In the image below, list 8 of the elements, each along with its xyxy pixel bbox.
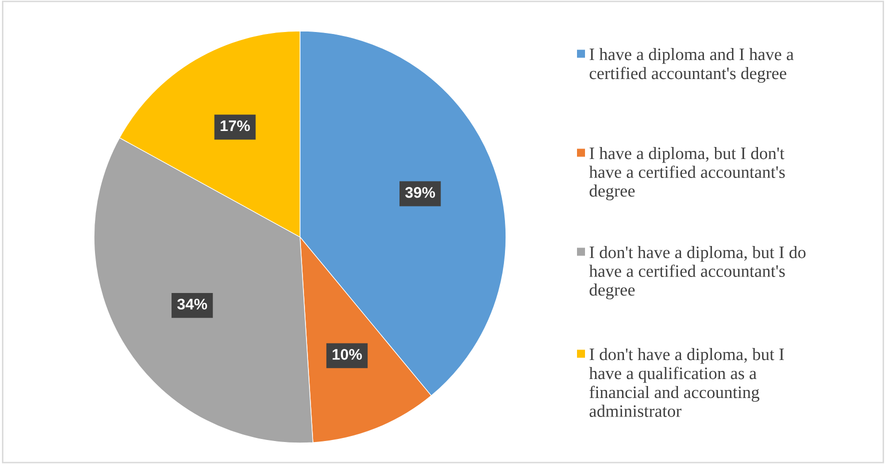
data-label: 17% xyxy=(220,120,250,132)
legend-label: I don't have a diploma, but I have a qualification as a financial and accounting administrator xyxy=(589,348,784,417)
data-label: 34% xyxy=(177,298,208,310)
data-label: 39% xyxy=(405,187,436,198)
legend-label: I have a diploma, but I don't have a certified accountant's degree xyxy=(589,147,785,200)
data-label: 10% xyxy=(332,349,362,360)
legend-label: I don't have a diploma, but I do have a certified accountant's degree xyxy=(589,246,806,300)
legend-label: I have a diploma and I have a certified accountant's degree xyxy=(590,48,794,83)
